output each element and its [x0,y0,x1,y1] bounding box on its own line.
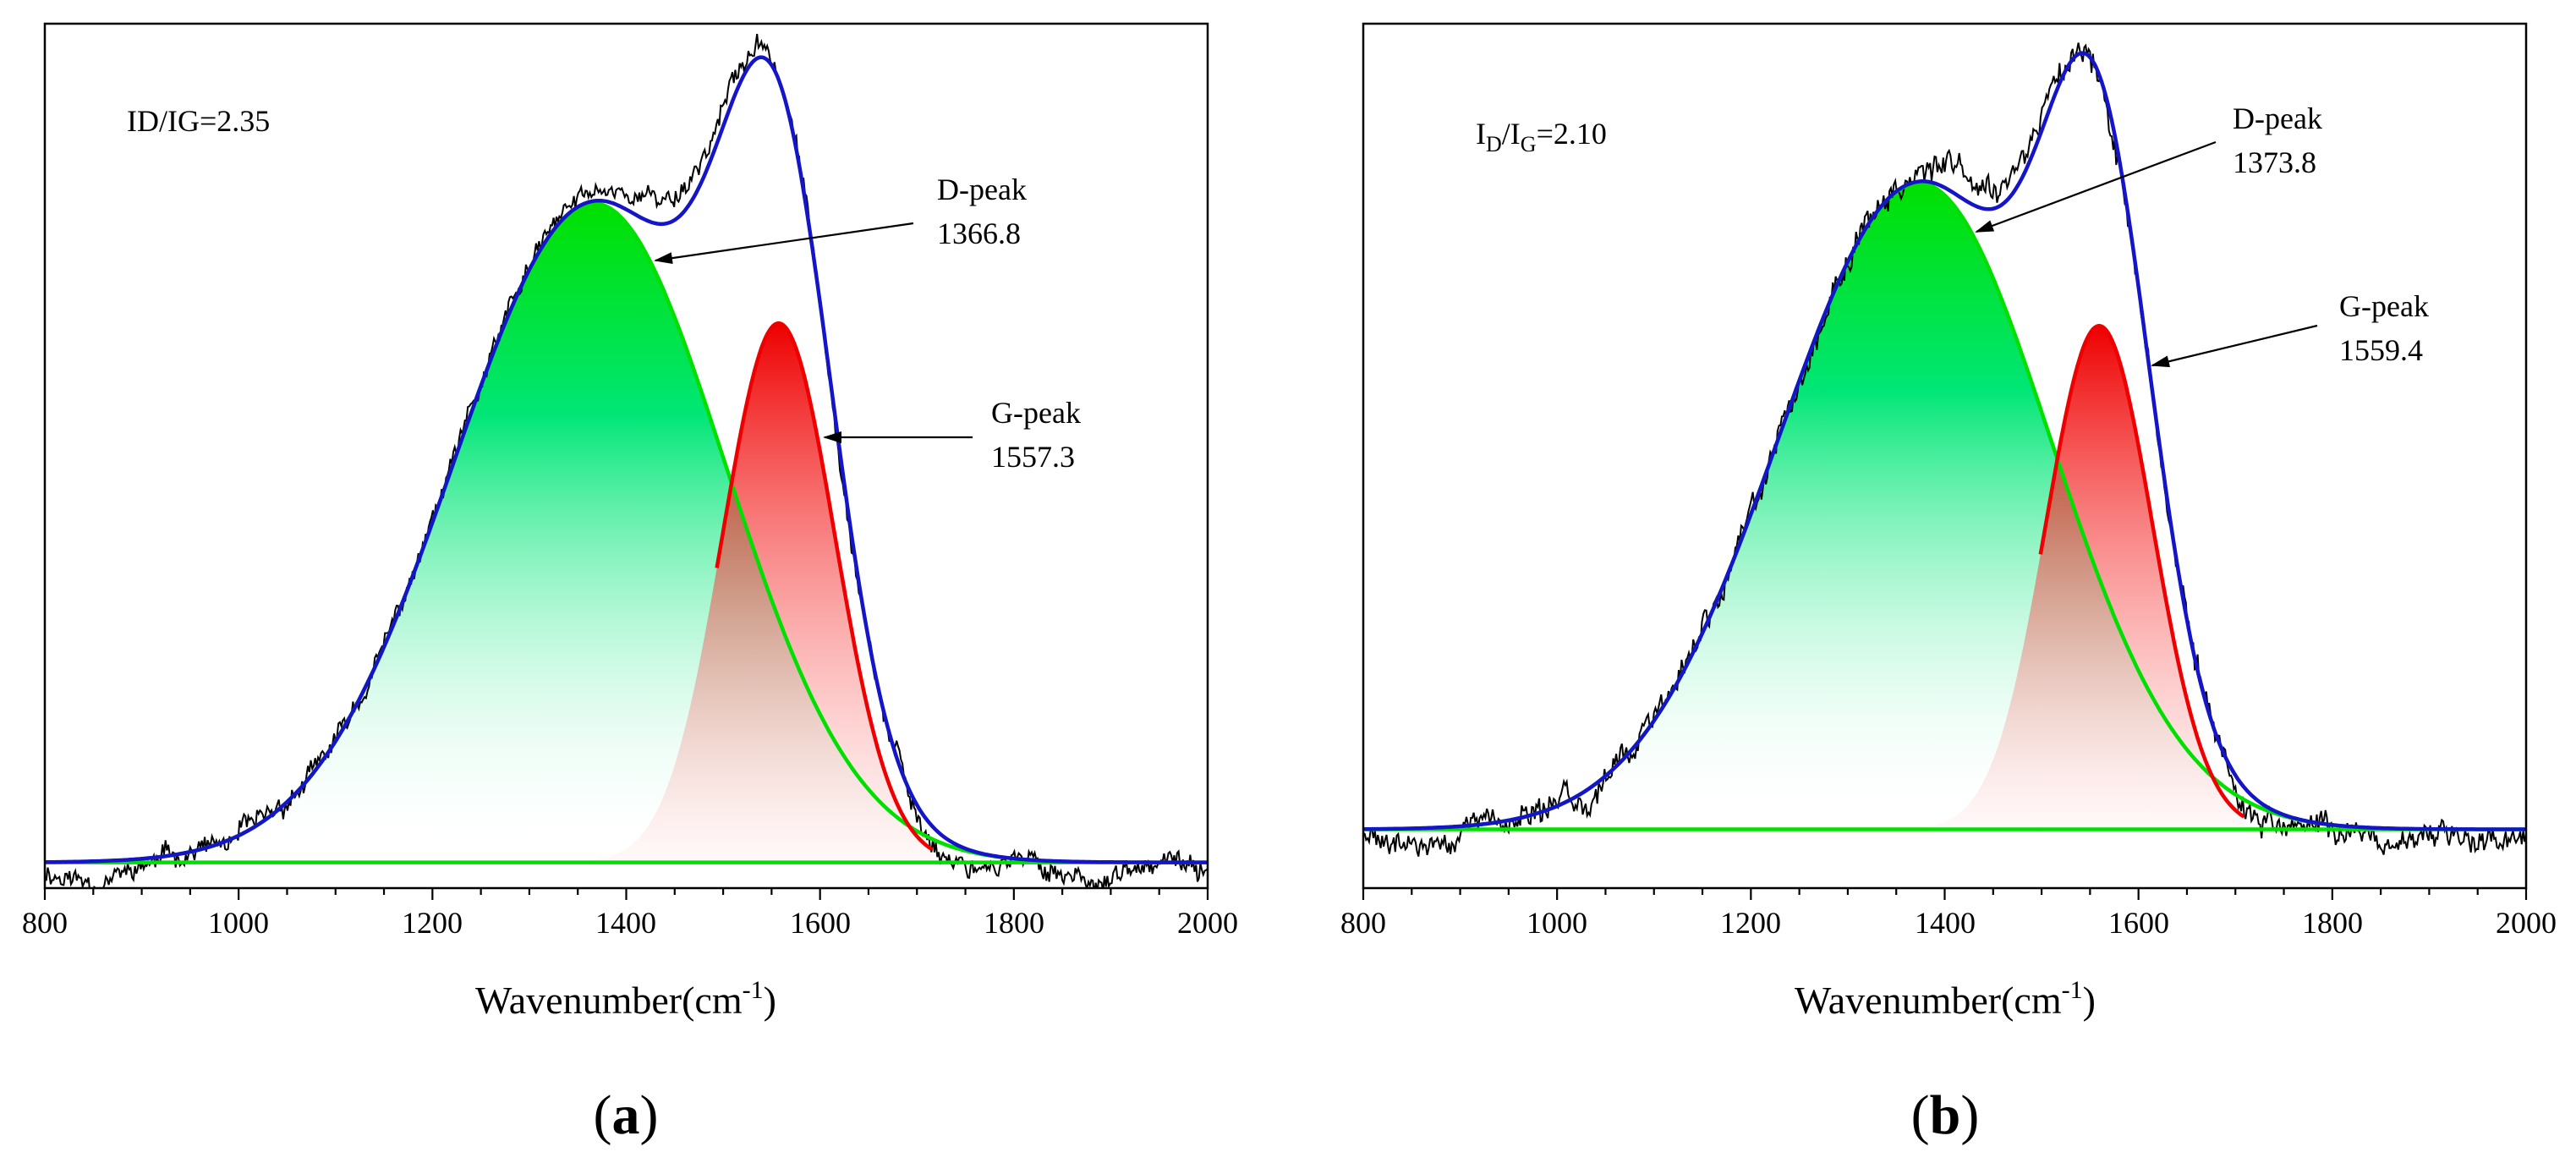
x-tick-label: 1600 [2108,906,2169,940]
d-peak-arrow [654,222,914,265]
x-tick-label: 800 [1340,906,1386,940]
g-peak-fill [1907,326,2246,830]
g-peak-label: G-peak [991,396,1081,430]
g-peak-line [2038,323,2245,819]
cumulative-fit-line [45,55,1208,864]
x-tick-label: 2000 [1177,906,1238,940]
x-tick-label: 800 [22,906,68,940]
panel-label-a: (a) [594,1084,659,1146]
d-peak-label: D-peak [937,173,1027,206]
g-peak-line [715,321,934,852]
g-peak-fill [576,323,934,863]
x-axis-ticks [43,888,1209,900]
d-peak-value: 1373.8 [2233,145,2316,179]
x-tick-label: 1000 [1526,906,1587,940]
x-tick-label: 1800 [984,906,1044,940]
g-peak-value: 1557.3 [991,440,1075,474]
x-tick-label: 1200 [402,906,463,940]
x-axis-title: Wavenumber(cm-1) [475,976,776,1022]
d-peak-arrow [1975,140,2217,233]
x-axis-ticks [1362,888,2528,900]
ratio-label: ID/IG=2.10 [1476,117,1607,156]
d-peak-value: 1366.8 [937,217,1021,250]
x-tick-label: 1400 [1915,906,1976,940]
g-peak-label: G-peak [2339,289,2429,323]
cumulative-fit-line [1363,51,2526,831]
panel-label-b: (b) [1911,1084,1980,1146]
ratio-label: ID/IG=2.35 [127,104,270,138]
x-tick-label: 1200 [1720,906,1781,940]
x-tick-label: 1000 [208,906,269,940]
chart-panel-b: 800 1000 1200 1400 1600 1800 2000 Wavenu… [1340,22,2557,1146]
x-tick-label: 2000 [2496,906,2557,940]
x-axis-title: Wavenumber(cm-1) [1795,976,2096,1022]
d-peak-label: D-peak [2233,101,2322,135]
g-peak-arrow [2151,324,2318,368]
x-tick-label: 1400 [595,906,656,940]
d-peak-fill [1469,183,2338,830]
x-tick-label: 1800 [2302,906,2363,940]
g-peak-value: 1559.4 [2339,333,2423,367]
x-tick-label: 1600 [790,906,851,940]
chart-panel-a: 800 1000 1200 1400 1600 1800 2000 Wavenu… [22,22,1238,1146]
